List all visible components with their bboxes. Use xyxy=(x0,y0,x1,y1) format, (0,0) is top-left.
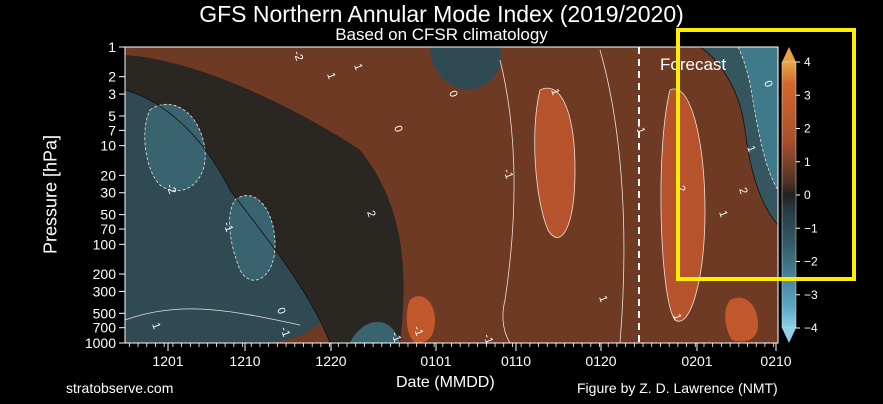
contour-line xyxy=(737,47,778,191)
colorbar-tick-label: −2 xyxy=(804,255,818,269)
negative-bottom-mid xyxy=(350,321,400,343)
contour-label: -1 xyxy=(389,330,404,343)
contour-label: 0 xyxy=(761,79,774,89)
colorbar-ticks: 4 3 2 1 0 −1 −2 −3 −4 xyxy=(796,55,818,335)
contour-label: -1 xyxy=(481,332,496,345)
chart-title: GFS Northern Annular Mode Index (2019/20… xyxy=(199,1,684,27)
colorbar-tick-label: 0 xyxy=(804,188,811,202)
contour-line xyxy=(499,59,515,343)
colorbar-arrow-bottom xyxy=(782,328,796,343)
x-tick-label: 0101 xyxy=(420,353,451,369)
contour-line xyxy=(125,308,301,326)
y-tick-label: 1 xyxy=(108,39,116,55)
y-tick-label: 7 xyxy=(108,122,116,138)
source-credit[interactable]: stratobserve.com xyxy=(66,380,174,396)
positive-core-3 xyxy=(406,296,435,343)
contour-label: -1 xyxy=(501,167,516,180)
contour-label: 1 xyxy=(716,209,729,219)
contour-label: 0 xyxy=(274,306,287,316)
contour-lines xyxy=(125,47,778,343)
x-axis-label: Date (MMDD) xyxy=(396,374,495,391)
y-tick-label: 300 xyxy=(93,283,117,299)
y-tick-label: 200 xyxy=(93,266,117,282)
contour-line xyxy=(229,195,276,281)
y-tick-label: 30 xyxy=(100,185,116,201)
colorbar-tick-label: 4 xyxy=(804,55,811,69)
y-tick-label: 500 xyxy=(93,305,117,321)
y-tick-label: 5 xyxy=(108,108,116,124)
contour-label: 2 xyxy=(674,184,687,194)
colorbar: 4 3 2 1 0 −1 −2 −3 −4 xyxy=(781,47,818,343)
contour-line xyxy=(534,87,576,238)
contour-label: 1 xyxy=(324,71,337,81)
chart-subtitle: Based on CFSR climatology xyxy=(335,25,548,44)
contour-label: 1 xyxy=(548,87,561,97)
colorbar-arrow-top xyxy=(782,47,796,62)
y-tick-label: 50 xyxy=(100,207,116,223)
contour-label: -1 xyxy=(278,325,293,338)
contour-label: 2 xyxy=(736,186,749,196)
y-tick-label: 100 xyxy=(93,236,117,252)
contour-label: 1 xyxy=(351,62,364,72)
contour-line xyxy=(660,88,706,322)
colorbar-tick-label: −4 xyxy=(804,321,818,335)
contour-label: 1 xyxy=(744,144,757,154)
contour-label: -2 xyxy=(164,182,179,195)
x-tick-label: 0120 xyxy=(585,353,616,369)
contour-line xyxy=(125,89,331,343)
y-tick-label: 3 xyxy=(108,86,116,102)
positive-core-4 xyxy=(725,297,758,342)
contour-label: 1 xyxy=(596,294,609,304)
y-tick-label: 70 xyxy=(100,221,116,237)
contour-labels: -2 1 1 0 0 2 1 -1 -1 0 1 2 -2 -1 0 1 -1 -1 1 1 1 2 -1 -1 xyxy=(149,49,774,345)
colorbar-tick-label: −1 xyxy=(804,221,818,235)
contour-line xyxy=(699,47,778,226)
negative-top xyxy=(430,47,501,90)
contour-label: 0 xyxy=(391,124,404,134)
colorbar-tick-label: 3 xyxy=(804,88,811,102)
contour-label: -2 xyxy=(291,49,306,62)
y-tick-label: 10 xyxy=(100,138,116,154)
y-tick-label: 20 xyxy=(100,167,116,183)
contour-line xyxy=(599,49,625,343)
contour-label: -1 xyxy=(411,324,426,337)
highlight-box xyxy=(676,28,856,281)
colorbar-tick-label: 1 xyxy=(804,155,811,169)
contour-label: 2 xyxy=(364,209,377,219)
contour-line xyxy=(144,104,206,192)
colorbar-tick-label: 2 xyxy=(804,122,811,136)
positive-core-1 xyxy=(534,88,575,238)
contour-label: 1 xyxy=(670,312,683,322)
positive-core-2 xyxy=(660,88,705,322)
negative-forecast-core xyxy=(738,47,778,190)
contour-label: -1 xyxy=(221,220,236,233)
author-credit: Figure by Z. D. Lawrence (NMT) xyxy=(577,380,778,396)
negative-core-1 xyxy=(144,104,206,191)
y-tick-label: 1000 xyxy=(85,335,116,351)
y-axis-label: Pressure [hPa] xyxy=(40,134,61,255)
colorbar-tick-label: −3 xyxy=(804,288,818,302)
negative-core-2 xyxy=(229,195,275,281)
x-tick-label: 0110 xyxy=(501,353,531,369)
x-tick-label: 0201 xyxy=(681,353,712,369)
x-tick-label: 1220 xyxy=(315,353,346,369)
y-tick-label: 2 xyxy=(108,69,116,85)
contour-field xyxy=(125,47,778,343)
contour-label: 0 xyxy=(446,89,459,99)
x-tick-label: 1210 xyxy=(229,353,260,369)
x-axis: 1201 1210 1220 0101 0110 0120 0201 0210 xyxy=(128,343,792,369)
x-tick-label: 1201 xyxy=(152,353,183,369)
contour-label: -1 xyxy=(633,122,648,135)
y-tick-label: 700 xyxy=(93,320,117,336)
contour-label: 1 xyxy=(149,321,162,331)
x-tick-label: 0210 xyxy=(760,353,791,369)
